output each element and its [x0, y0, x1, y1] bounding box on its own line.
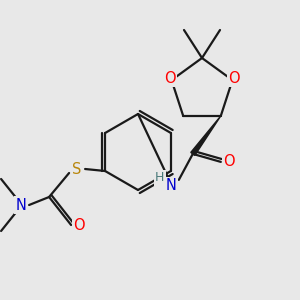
Text: S: S [72, 161, 82, 176]
Text: O: O [164, 70, 176, 86]
Text: N: N [16, 197, 26, 212]
Text: H: H [155, 171, 164, 184]
Polygon shape [191, 116, 221, 155]
Text: O: O [229, 70, 240, 86]
Text: O: O [223, 154, 235, 169]
Text: N: N [165, 178, 176, 194]
Text: O: O [73, 218, 85, 232]
